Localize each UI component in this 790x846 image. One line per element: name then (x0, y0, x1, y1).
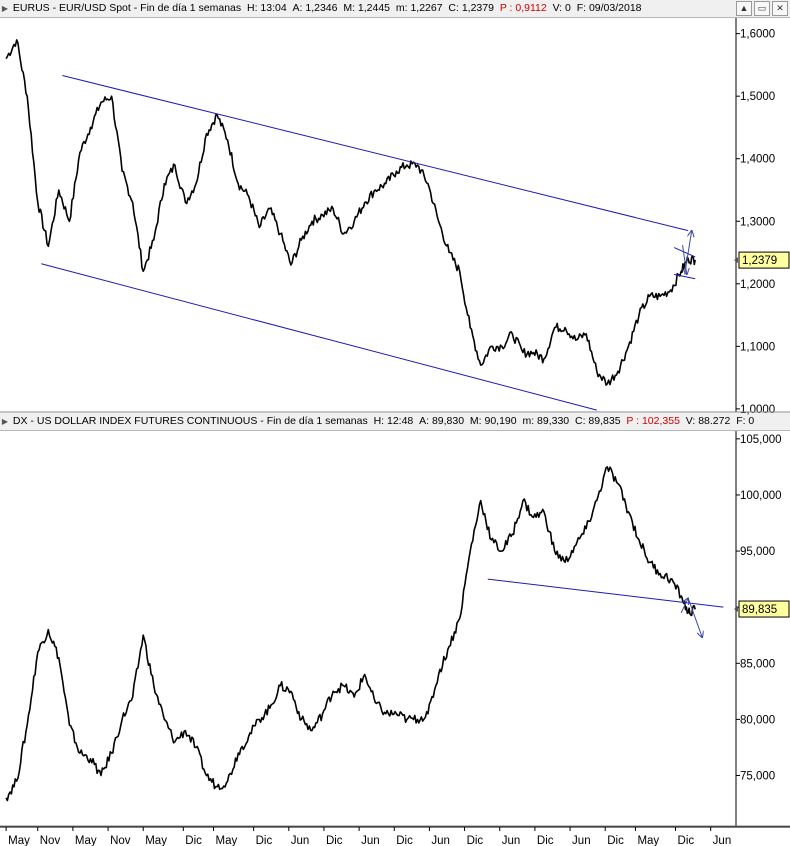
x-tick-label: Dic (185, 835, 202, 846)
y-tick-label: 1,4000 (740, 154, 775, 166)
y-tick-label: 80,000 (740, 714, 775, 726)
x-tick-label: May (216, 835, 238, 846)
expand-button[interactable]: ▲ (736, 1, 752, 16)
eurus-low: m: 1,2267 (395, 2, 443, 14)
last-value-marker (734, 257, 738, 264)
trendline (673, 247, 696, 258)
collapse-arrow-icon[interactable]: ▶ (1, 4, 9, 13)
eurus-close: C: 1,2379 (448, 2, 494, 14)
y-tick-label: 1,5000 (740, 91, 775, 103)
dx-p: P : 102,355 (626, 415, 680, 427)
eurus-time: H: 13:04 (246, 2, 287, 14)
eurus-period: Fin de día 1 semanas (140, 2, 242, 14)
dx-volume: V: 88.272 (685, 415, 731, 427)
price-series-line (5, 466, 696, 802)
x-tick-label: Dic (396, 835, 413, 846)
dx-close: C: 89,835 (575, 415, 621, 427)
close-button[interactable]: ✕ (772, 1, 788, 16)
projection-arrow (680, 598, 688, 614)
eurus-name: EUR/USD Spot (59, 2, 131, 14)
x-tick-label: Dic (537, 835, 554, 846)
y-tick-label: 85,000 (740, 658, 775, 670)
y-tick-label: 95,000 (740, 546, 775, 558)
last-value-marker (734, 606, 738, 613)
last-value-box (738, 600, 790, 618)
y-tick-label: 105,000 (740, 434, 782, 446)
dx-time: H: 12:48 (373, 415, 414, 427)
x-tick-label: Nov (40, 835, 61, 846)
trendline (674, 273, 696, 280)
x-tick-label: May (637, 835, 659, 846)
eurus-p: P : 0,9112 (499, 2, 547, 14)
eurus-open: A: 1,2346 (292, 2, 338, 14)
dx-period: Fin de día 1 semanas (266, 415, 368, 427)
x-tick-label: Dic (678, 835, 695, 846)
last-value-box (738, 251, 790, 269)
restore-button[interactable]: ▭ (754, 1, 770, 16)
y-tick-label: 100,000 (740, 490, 782, 502)
x-tick-label: Jun (431, 835, 450, 846)
x-tick-label: Jun (502, 835, 521, 846)
dx-symbol: DX (12, 415, 28, 427)
projection-arrow (682, 244, 687, 274)
x-tick-label: Jun (291, 835, 310, 846)
x-tick-label: Jun (713, 835, 732, 846)
eurus-volume: V: 0 (552, 2, 571, 14)
x-tick-label: Jun (361, 835, 380, 846)
dx-panel-header: ▶ DX - US DOLLAR INDEX FUTURES CONTINUOU… (0, 413, 790, 431)
trendline (41, 263, 597, 411)
dx-high: M: 90,190 (469, 415, 517, 427)
collapse-arrow-icon[interactable]: ▶ (1, 417, 9, 426)
last-value-label: 89,835 (742, 604, 777, 616)
y-tick-label: 75,000 (740, 771, 775, 783)
window-buttons: ▲ ▭ ✕ (736, 1, 788, 16)
y-tick-label: 1,6000 (740, 29, 775, 41)
y-tick-label: 1,3000 (740, 216, 775, 228)
y-tick-label: 1,1000 (740, 341, 775, 353)
x-tick-label: May (75, 835, 97, 846)
x-tick-label: Dic (607, 835, 624, 846)
y-tick-label: 1,2000 (740, 279, 775, 291)
x-tick-label: May (8, 835, 30, 846)
eurus-high: M: 1,2445 (343, 2, 391, 14)
dx-low: m: 89,330 (522, 415, 570, 427)
x-tick-label: Dic (326, 835, 343, 846)
x-tick-label: Dic (467, 835, 484, 846)
last-value-label: 1,2379 (742, 255, 777, 267)
trendline (62, 75, 689, 232)
dx-date: F: 0 (736, 415, 755, 427)
projection-arrow (687, 598, 702, 637)
x-tick-label: May (145, 835, 167, 846)
trendline (487, 578, 724, 608)
x-tick-label: Dic (256, 835, 273, 846)
dx-open: A: 89,830 (419, 415, 465, 427)
x-tick-label: Jun (572, 835, 591, 846)
eurus-panel-header: ▶ EURUS - EUR/USD Spot - Fin de día 1 se… (0, 0, 790, 18)
eurus-date: F: 09/03/2018 (576, 2, 642, 14)
price-series-line (5, 39, 696, 386)
dx-name: US DOLLAR INDEX FUTURES CONTINUOUS (36, 415, 258, 427)
x-tick-label: Nov (110, 835, 131, 846)
eurus-symbol: EURUS (12, 2, 50, 14)
y-tick-label: 1,0000 (740, 404, 775, 416)
